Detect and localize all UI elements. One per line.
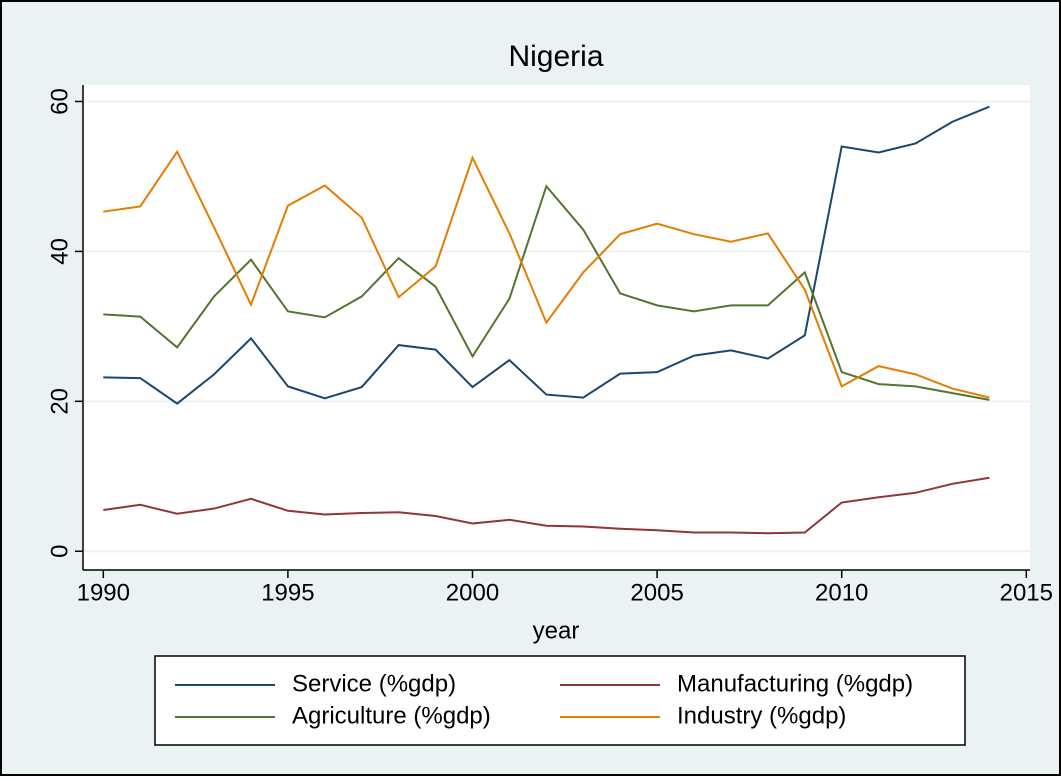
x-axis-label: year [533,617,580,644]
legend-label: Service (%gdp) [292,670,456,697]
x-tick-label: 2015 [1000,579,1053,606]
legend-label: Agriculture (%gdp) [292,702,491,729]
series-line [103,476,990,535]
chart-title: Nigeria [508,40,603,73]
legend-label: Manufacturing (%gdp) [677,670,913,697]
y-tick-label: 40 [46,238,73,265]
plot-area [83,85,1030,570]
y-tick-label: 20 [46,388,73,415]
y-tick-label: 60 [46,88,73,115]
x-tick-label: 1990 [77,579,130,606]
x-tick-label: 2005 [630,579,683,606]
x-tick-label: 2000 [446,579,499,606]
legend-label: Industry (%gdp) [677,702,846,729]
y-tick-label: 0 [46,545,73,558]
series-line [103,149,990,399]
x-tick-label: 1995 [261,579,314,606]
series-line [103,184,990,401]
x-tick-label: 2010 [815,579,868,606]
legend [154,655,966,746]
series-line [103,105,990,405]
